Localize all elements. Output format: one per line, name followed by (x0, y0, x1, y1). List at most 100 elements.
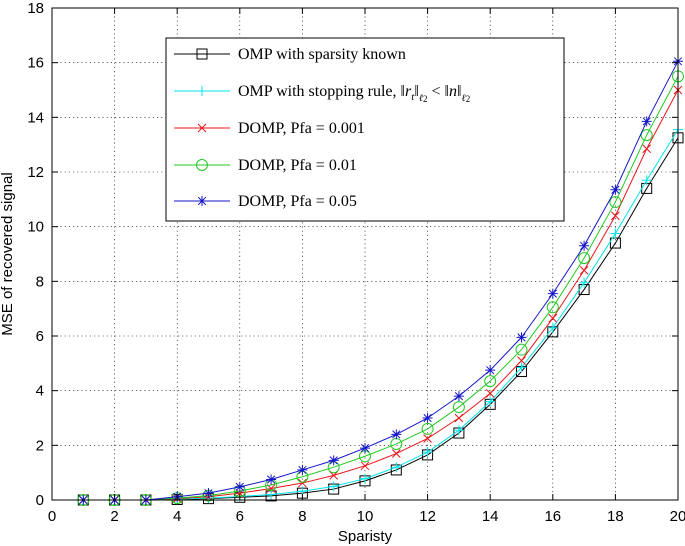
legend-entry-2: DOMP, Pfa = 0.001 (174, 120, 365, 137)
data-point (328, 455, 339, 466)
x-tick-label: 10 (357, 508, 374, 525)
legend-label: DOMP, Pfa = 0.05 (238, 193, 357, 210)
y-tick-label: 2 (36, 437, 44, 454)
data-point (234, 481, 245, 492)
legend-label-part: OMP with stopping rule, (238, 83, 401, 100)
legend-label-part: < (428, 83, 445, 100)
data-point (329, 471, 339, 480)
data-point (515, 343, 528, 356)
data-point (391, 449, 401, 458)
data-point (391, 462, 402, 473)
data-point (609, 196, 622, 209)
data-point (421, 422, 434, 435)
legend-label-part: ‖ (414, 83, 419, 100)
data-point (516, 362, 527, 373)
legend-marker (197, 86, 207, 96)
legend-label-part: 2 (423, 94, 428, 104)
data-point (328, 481, 339, 492)
data-point (484, 375, 497, 388)
legend-label-part: ‖ (457, 83, 462, 100)
data-point (297, 464, 308, 475)
data-point (546, 301, 559, 314)
x-tick-label: 12 (419, 508, 436, 525)
legend-marker (196, 159, 208, 171)
data-point (266, 474, 277, 485)
x-axis-title: Sparisty (338, 528, 393, 545)
data-point (423, 434, 432, 443)
x-tick-label: 18 (607, 508, 624, 525)
x-tick-label: 6 (236, 508, 244, 525)
legend-marker (196, 48, 208, 60)
data-point (485, 389, 495, 398)
legend-label-part: r (405, 83, 412, 100)
grid-lines (52, 8, 678, 500)
legend-entry-1: OMP with stopping rule, ‖rt‖ℓ2 < ‖n‖ℓ2 (174, 83, 470, 104)
data-point (642, 144, 652, 154)
legend-label-part: ℓ (419, 93, 423, 104)
y-tick-label: 10 (27, 219, 44, 236)
data-point (298, 478, 307, 488)
legend-entry-0: OMP with sparsity known (174, 46, 406, 63)
legend-label-part: ‖ (401, 83, 406, 100)
data-point (578, 252, 591, 265)
x-tick-label: 0 (48, 508, 56, 525)
data-point (360, 473, 370, 484)
data-point (485, 396, 496, 407)
y-tick-label: 8 (36, 273, 44, 290)
data-point (453, 425, 464, 436)
series-line (83, 61, 679, 501)
tick-labels: 0 2 4 6 8 10 12 14 16 18 20 0 2 4 6 8 10 12 14 16 18 (27, 0, 685, 525)
y-tick-label: 16 (27, 55, 44, 72)
legend-marker (197, 123, 207, 133)
data-point (422, 447, 433, 458)
legend: OMP with sparsity known OMP with stopping… (165, 37, 565, 222)
legend-label: DOMP, Pfa = 0.001 (238, 120, 365, 137)
data-point (517, 356, 526, 365)
data-point (579, 266, 589, 275)
x-tick-label: 16 (544, 508, 561, 525)
legend-box (165, 37, 565, 222)
data-point (422, 413, 433, 423)
legend-label: OMP with stopping rule, ‖rt‖ℓ2 < ‖n‖ℓ2 (238, 83, 470, 104)
y-tick-label: 12 (27, 164, 44, 181)
data-point (640, 129, 653, 142)
x-tick-label: 8 (298, 508, 306, 525)
data-point (516, 332, 527, 343)
legend-label-part: n (449, 83, 457, 100)
y-tick-label: 6 (36, 328, 44, 345)
data-point (360, 461, 370, 471)
x-tick-label: 2 (110, 508, 118, 525)
y-tick-label: 4 (36, 383, 44, 400)
legend-label-part: t (411, 91, 415, 103)
data-point (610, 184, 621, 195)
tick-marks (51, 7, 679, 501)
legend-entry-3: DOMP, Pfa = 0.01 (174, 157, 357, 174)
data-point (360, 443, 370, 454)
x-tick-label: 14 (482, 508, 499, 525)
data-point (641, 175, 652, 186)
legend-marker (197, 196, 207, 206)
legend-label-part: ℓ (462, 93, 466, 104)
data-point (485, 365, 496, 376)
x-tick-label: 20 (670, 508, 685, 525)
data-point (579, 240, 590, 251)
legend-label: OMP with sparsity known (238, 46, 406, 63)
data-point (547, 322, 558, 333)
data-point (641, 116, 652, 127)
data-point (548, 313, 558, 323)
legend-label-part: 2 (466, 94, 471, 104)
data-point (391, 429, 402, 440)
y-tick-label: 0 (36, 492, 44, 509)
data-point (452, 401, 465, 414)
data-point (453, 391, 464, 402)
legend-label: DOMP, Pfa = 0.01 (238, 157, 357, 174)
y-tick-label: 14 (27, 109, 44, 126)
data-point (611, 211, 620, 221)
legend-entries: OMP with sparsity known OMP with stopping… (174, 46, 470, 210)
x-tick-label: 4 (173, 508, 181, 525)
data-point (547, 288, 558, 299)
data-point (610, 228, 621, 239)
data-point (454, 413, 464, 423)
data-point (266, 489, 277, 500)
